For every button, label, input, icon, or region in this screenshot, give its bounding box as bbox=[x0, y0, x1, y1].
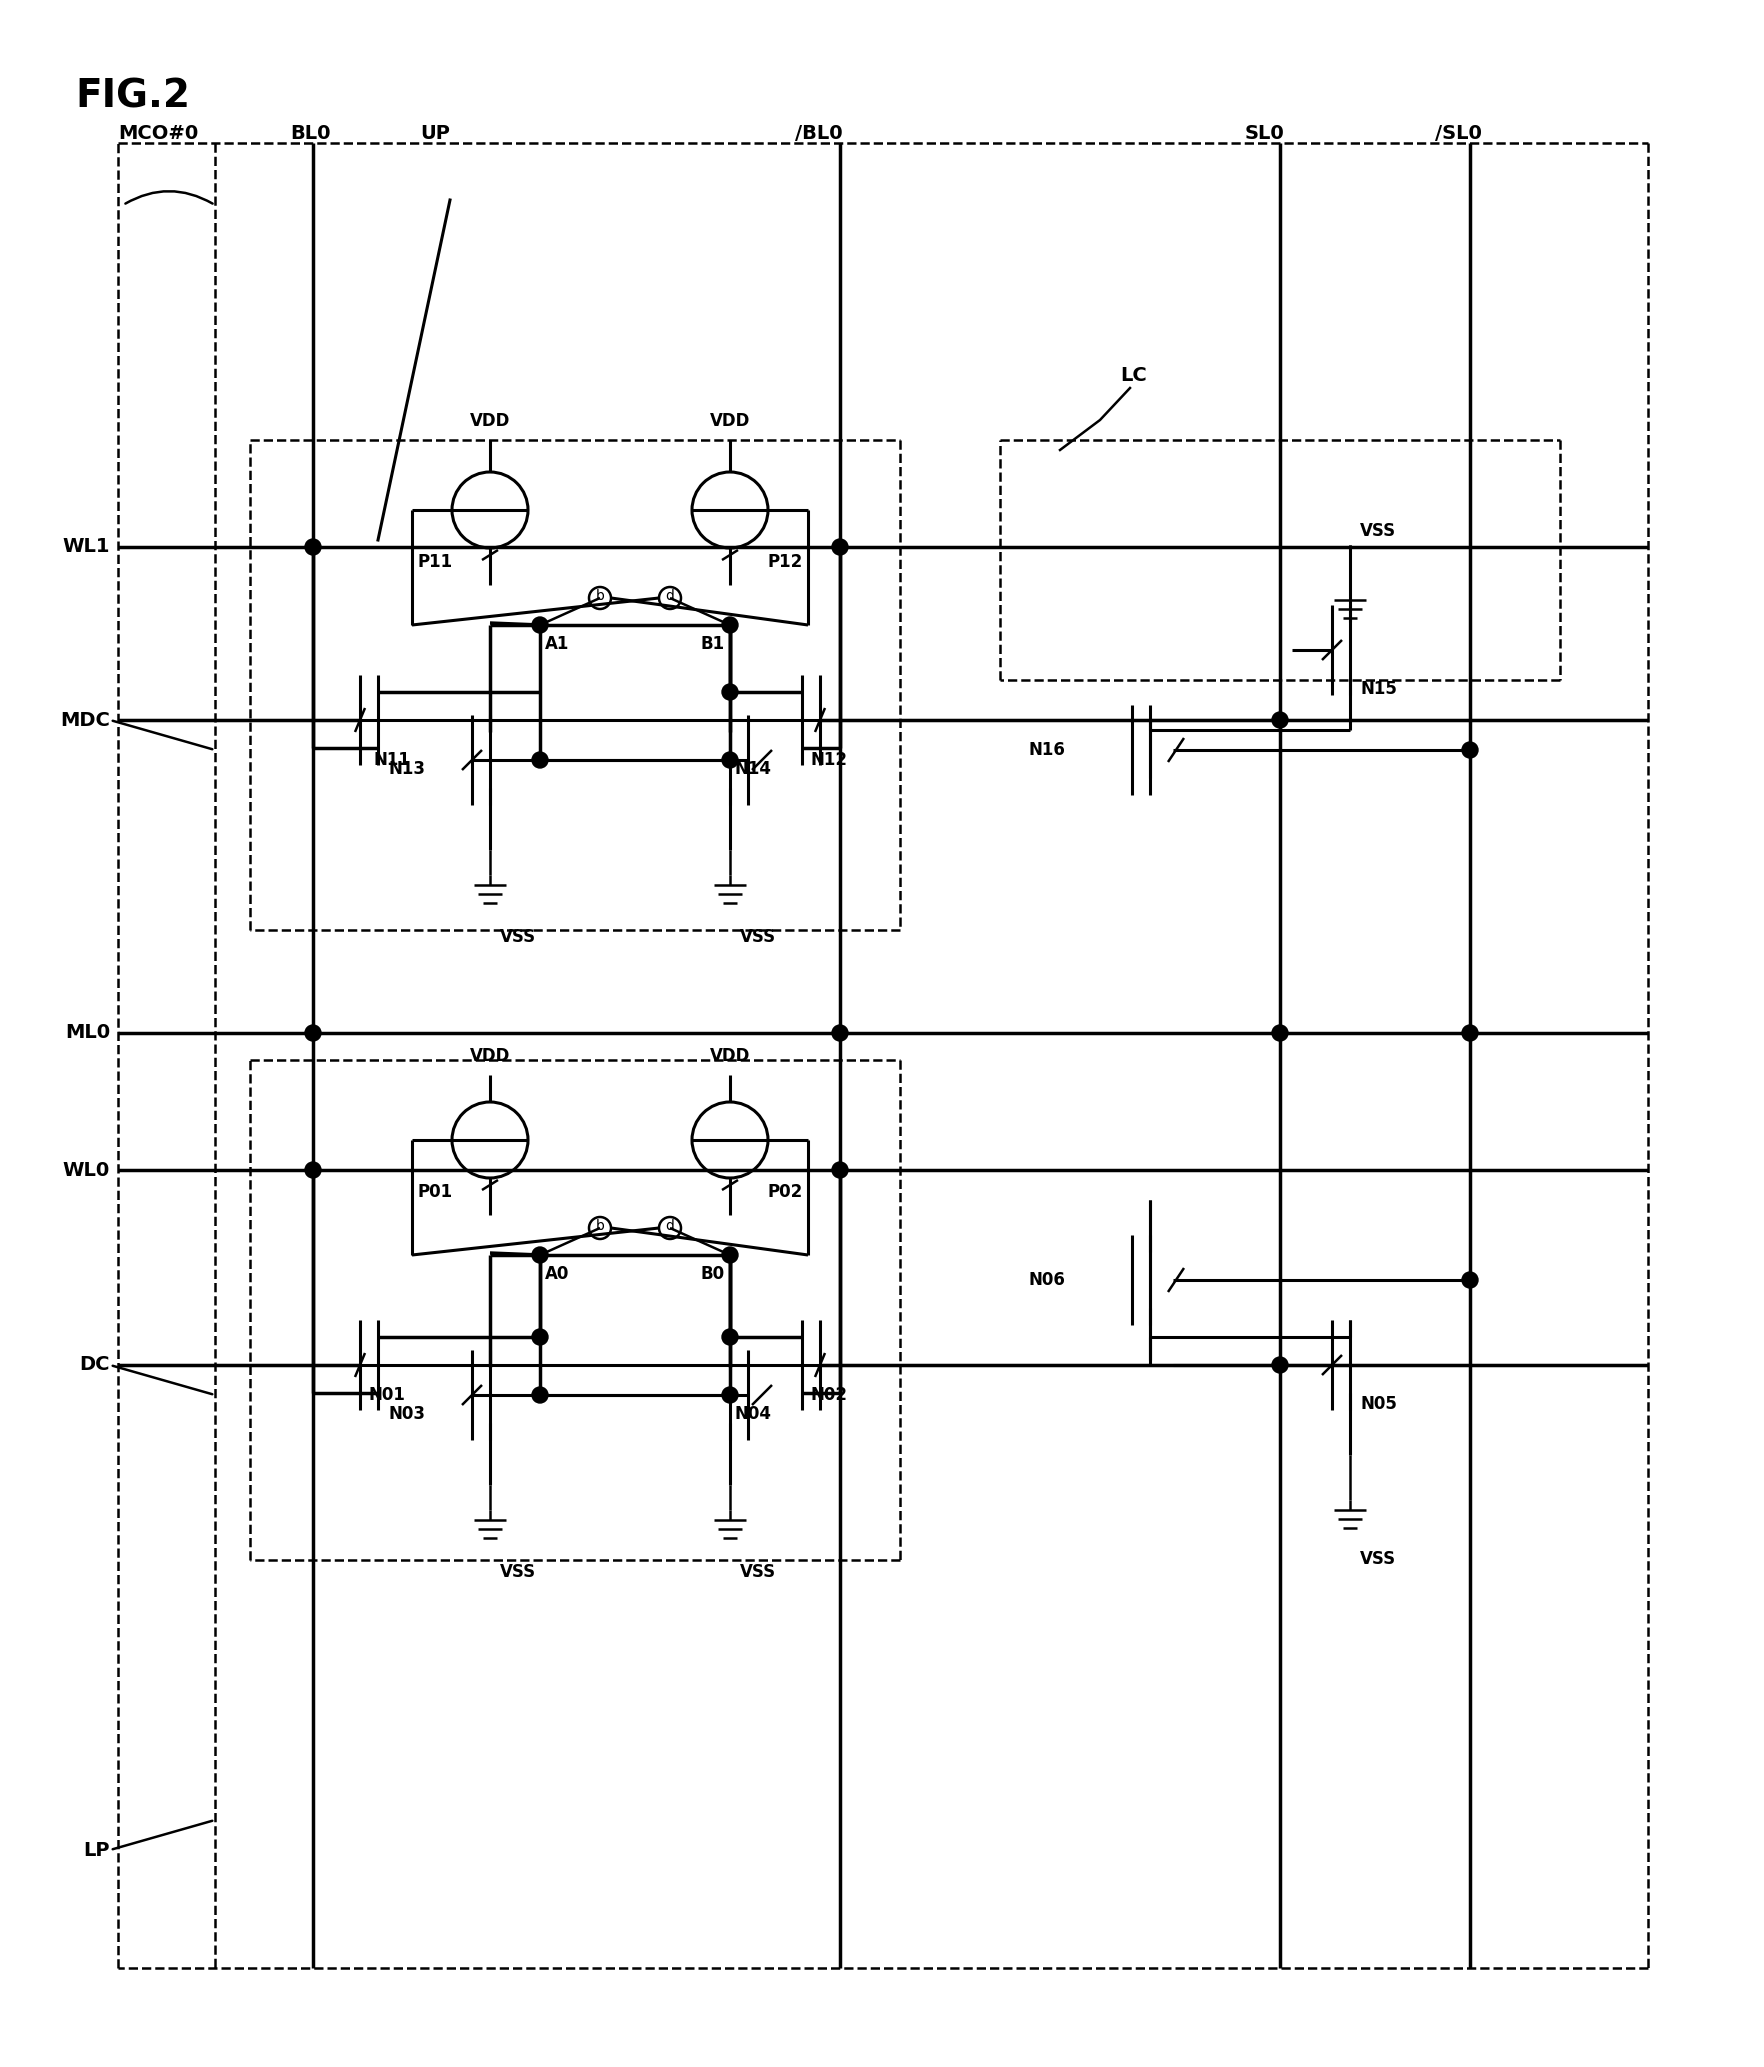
Text: N13: N13 bbox=[388, 761, 425, 777]
Circle shape bbox=[833, 1162, 848, 1178]
Circle shape bbox=[305, 1025, 321, 1042]
Text: N11: N11 bbox=[374, 750, 409, 769]
Text: d: d bbox=[665, 589, 674, 604]
Text: SL0: SL0 bbox=[1245, 124, 1284, 143]
Text: P12: P12 bbox=[767, 554, 803, 570]
Circle shape bbox=[305, 539, 321, 556]
Text: VDD: VDD bbox=[469, 411, 510, 430]
Circle shape bbox=[721, 618, 737, 633]
Text: B1: B1 bbox=[700, 635, 725, 653]
Text: N12: N12 bbox=[810, 750, 847, 769]
Text: ML0: ML0 bbox=[65, 1023, 109, 1042]
Text: VDD: VDD bbox=[709, 1048, 750, 1065]
Text: VSS: VSS bbox=[741, 1563, 776, 1581]
Text: VSS: VSS bbox=[1360, 1550, 1395, 1569]
Circle shape bbox=[533, 1387, 549, 1403]
Circle shape bbox=[533, 618, 549, 633]
Text: /SL0: /SL0 bbox=[1434, 124, 1482, 143]
Text: LP: LP bbox=[83, 1840, 109, 1860]
Circle shape bbox=[721, 1329, 737, 1346]
Circle shape bbox=[1462, 742, 1478, 759]
Text: N06: N06 bbox=[1028, 1271, 1065, 1290]
Text: BL0: BL0 bbox=[289, 124, 330, 143]
Text: DC: DC bbox=[79, 1356, 109, 1375]
Circle shape bbox=[833, 539, 848, 556]
Text: N02: N02 bbox=[810, 1387, 847, 1403]
Circle shape bbox=[833, 1025, 848, 1042]
Circle shape bbox=[721, 752, 737, 769]
Circle shape bbox=[721, 684, 737, 701]
Text: N16: N16 bbox=[1028, 740, 1065, 759]
Circle shape bbox=[305, 1162, 321, 1178]
Text: d: d bbox=[665, 1220, 674, 1234]
Circle shape bbox=[533, 1246, 549, 1263]
Circle shape bbox=[1272, 711, 1288, 728]
Circle shape bbox=[1462, 1025, 1478, 1042]
Text: VSS: VSS bbox=[499, 1563, 536, 1581]
Circle shape bbox=[533, 1329, 549, 1346]
Text: WL0: WL0 bbox=[64, 1160, 109, 1180]
Circle shape bbox=[1462, 1271, 1478, 1288]
Text: VSS: VSS bbox=[741, 928, 776, 947]
Circle shape bbox=[1272, 1358, 1288, 1372]
Text: UP: UP bbox=[420, 124, 450, 143]
Text: MDC: MDC bbox=[60, 711, 109, 730]
Text: MCO#0: MCO#0 bbox=[118, 124, 198, 143]
Circle shape bbox=[533, 752, 549, 769]
Text: FIG.2: FIG.2 bbox=[76, 79, 191, 116]
Text: N04: N04 bbox=[736, 1406, 773, 1422]
Text: /BL0: /BL0 bbox=[796, 124, 843, 143]
Circle shape bbox=[1272, 1025, 1288, 1042]
Text: b: b bbox=[596, 589, 605, 604]
Text: B0: B0 bbox=[700, 1265, 725, 1284]
Text: N03: N03 bbox=[388, 1406, 425, 1422]
Text: N05: N05 bbox=[1360, 1395, 1397, 1414]
Text: P02: P02 bbox=[767, 1182, 803, 1201]
Text: N01: N01 bbox=[369, 1387, 406, 1403]
Text: VDD: VDD bbox=[469, 1048, 510, 1065]
Text: WL1: WL1 bbox=[62, 537, 109, 556]
Circle shape bbox=[721, 1387, 737, 1403]
Text: A0: A0 bbox=[545, 1265, 570, 1284]
Text: A1: A1 bbox=[545, 635, 570, 653]
Text: b: b bbox=[596, 1220, 605, 1234]
Text: N15: N15 bbox=[1360, 680, 1397, 699]
Text: VSS: VSS bbox=[499, 928, 536, 947]
Text: VDD: VDD bbox=[709, 411, 750, 430]
Text: N14: N14 bbox=[736, 761, 773, 777]
Text: VSS: VSS bbox=[1360, 523, 1395, 539]
Text: P01: P01 bbox=[418, 1182, 453, 1201]
Text: LC: LC bbox=[1120, 366, 1147, 384]
Circle shape bbox=[721, 1246, 737, 1263]
Text: P11: P11 bbox=[418, 554, 453, 570]
